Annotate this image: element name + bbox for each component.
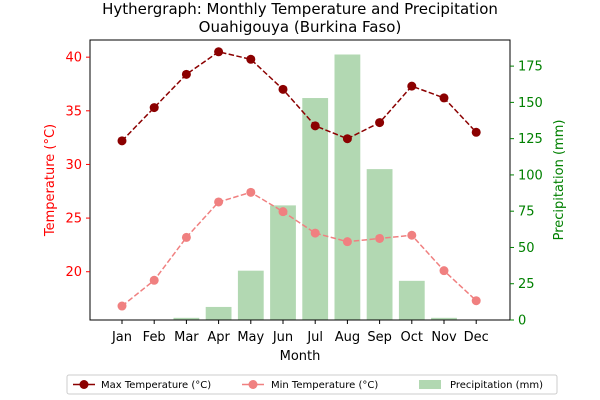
precip-bar-mar — [173, 317, 200, 320]
legend-precip-swatch — [419, 380, 441, 389]
x-tick-label: Nov — [431, 330, 457, 345]
max-temp-point-jul — [310, 121, 320, 131]
max-temp-point-jan — [117, 136, 127, 146]
min-temp-point-may — [246, 187, 256, 197]
x-axis-ticks: Jan Feb Mar Apr May Jun Jul Aug Sep Oct Nov Dec — [111, 320, 489, 345]
precip-bar-apr — [205, 306, 232, 320]
legend-max-marker — [79, 380, 89, 389]
max-temp-point-nov — [439, 93, 449, 103]
min-temp-point-jan — [117, 301, 127, 311]
max-temp-point-oct — [407, 81, 417, 91]
left-tick-label: 40 — [65, 51, 82, 66]
max-temp-point-feb — [149, 103, 159, 113]
right-axis-label: Precipitation (mm) — [552, 120, 567, 241]
precip-bar-may — [237, 270, 264, 320]
x-tick-label: Aug — [335, 330, 360, 345]
min-temp-point-oct — [407, 230, 417, 240]
max-temp-point-aug — [342, 134, 352, 144]
right-tick-label: 100 — [518, 168, 543, 183]
right-tick-label: 25 — [518, 277, 535, 292]
x-tick-label: Apr — [207, 330, 230, 345]
right-tick-label: 75 — [518, 205, 535, 220]
left-tick-label: 20 — [65, 265, 82, 280]
min-temp-point-nov — [439, 266, 449, 276]
min-temp-point-jul — [310, 228, 320, 238]
legend-min-marker — [248, 380, 258, 389]
x-tick-label: Jul — [306, 330, 323, 345]
min-temp-point-jun — [278, 207, 288, 217]
left-tick-label: 30 — [65, 158, 82, 173]
x-tick-label: Feb — [143, 330, 166, 345]
x-tick-label: May — [237, 330, 264, 345]
temperature-lines — [117, 47, 481, 311]
right-tick-label: 125 — [518, 132, 543, 147]
legend-max-label: Max Temperature (°C) — [101, 380, 211, 391]
right-axis-ticks: 0 25 50 75 100 125 150 175 — [510, 60, 543, 329]
x-tick-label: Jan — [111, 330, 132, 345]
legend-min-label: Min Temperature (°C) — [271, 380, 378, 391]
max-temp-point-may — [246, 54, 256, 64]
max-temp-line — [121, 50, 477, 142]
min-temp-point-apr — [214, 197, 224, 207]
min-temp-point-mar — [181, 232, 191, 242]
legend: Max Temperature (°C) Min Temperature (°C… — [66, 374, 558, 395]
precip-bar-jun — [270, 205, 296, 320]
plot-area-frame — [89, 39, 511, 321]
x-tick-label: Mar — [174, 330, 199, 345]
min-temp-point-feb — [149, 275, 159, 285]
min-temp-point-sep — [375, 233, 385, 243]
x-tick-label: Oct — [401, 330, 423, 345]
min-temp-point-dec — [471, 296, 481, 306]
right-tick-label: 150 — [518, 96, 543, 111]
left-tick-label: 25 — [65, 212, 82, 227]
precip-bar-aug — [334, 54, 361, 320]
precip-bar-oct — [398, 280, 425, 320]
max-temp-point-sep — [375, 118, 385, 128]
left-axis-label: Temperature (°C) — [43, 124, 58, 237]
max-temp-point-jun — [278, 84, 288, 94]
precip-bar-nov — [431, 317, 457, 320]
left-axis-ticks: 20 25 30 35 40 — [65, 51, 90, 280]
right-tick-label: 0 — [518, 314, 526, 329]
max-temp-point-mar — [181, 69, 191, 79]
right-tick-label: 50 — [518, 241, 535, 256]
min-temp-point-aug — [342, 237, 352, 247]
x-tick-label: Jun — [272, 330, 293, 345]
max-temp-point-apr — [214, 47, 224, 57]
max-temp-point-dec — [471, 127, 481, 137]
precip-bar-jul — [302, 98, 329, 320]
legend-precip-label: Precipitation (mm) — [450, 380, 543, 391]
right-tick-label: 175 — [518, 60, 543, 75]
chart-title: Hythergraph: Monthly Temperature and Pre… — [102, 0, 498, 18]
precip-bar-sep — [366, 169, 393, 320]
precipitation-bars — [173, 54, 457, 320]
chart-subtitle: Ouahigouya (Burkina Faso) — [199, 18, 402, 36]
left-tick-label: 35 — [65, 104, 82, 119]
x-tick-label: Dec — [464, 330, 489, 345]
min-temp-line — [121, 191, 477, 307]
x-axis-label: Month — [280, 349, 321, 364]
legend-frame — [66, 374, 558, 395]
x-tick-label: Sep — [367, 330, 392, 345]
